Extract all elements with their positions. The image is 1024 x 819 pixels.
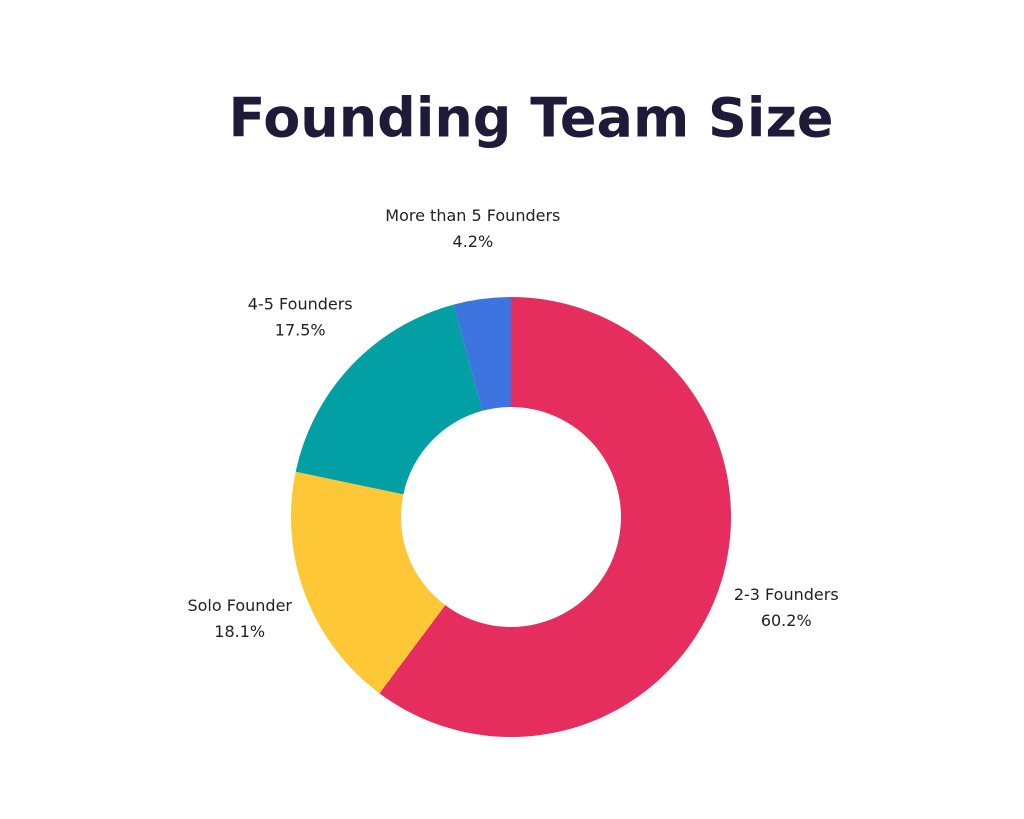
slice-label: 4-5 Founders — [248, 294, 353, 313]
slice-value-label: 60.2% — [761, 611, 812, 630]
slice-value-label: 4.2% — [453, 232, 494, 251]
donut-slice — [379, 297, 731, 737]
chart-title: Founding Team Size — [229, 87, 834, 150]
donut-slice — [453, 297, 511, 411]
slice-value-label: 18.1% — [214, 622, 265, 641]
slice-value-label: 17.5% — [275, 320, 326, 339]
donut-slice — [295, 304, 483, 495]
slice-label: More than 5 Founders — [385, 206, 560, 225]
donut-slice — [291, 471, 446, 694]
slice-label: Solo Founder — [187, 596, 292, 615]
slice-label: 2-3 Founders — [734, 585, 839, 604]
